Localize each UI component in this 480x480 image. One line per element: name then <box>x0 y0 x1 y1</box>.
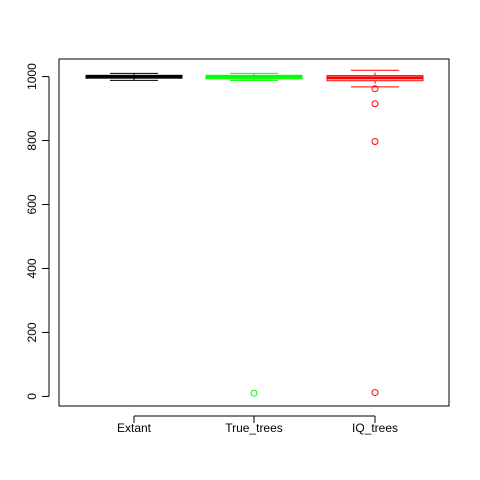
y-axis: 0 200 400 600 800 1000 <box>25 63 50 400</box>
y-tick-label: 200 <box>25 322 39 342</box>
boxes-layer <box>85 69 424 397</box>
outlier-point <box>371 85 379 93</box>
box-iq-trees <box>326 69 424 397</box>
box-extant <box>85 72 183 81</box>
y-tick-label: 1000 <box>25 63 39 90</box>
y-tick-label: 600 <box>25 194 39 214</box>
x-axis: Extant True_trees IQ_trees <box>117 415 398 435</box>
y-tick-label: 800 <box>25 130 39 150</box>
x-tick-label: Extant <box>117 421 152 435</box>
outlier-point <box>250 389 258 397</box>
outlier-point <box>371 100 379 108</box>
outlier-point <box>371 389 379 397</box>
box-true-trees <box>205 72 303 397</box>
x-tick-label: IQ_trees <box>352 421 398 435</box>
y-tick-label: 0 <box>25 393 39 400</box>
x-tick-label: True_trees <box>225 421 283 435</box>
plot-frame <box>58 58 450 407</box>
outlier-point <box>371 138 379 146</box>
y-tick-label: 400 <box>25 258 39 278</box>
